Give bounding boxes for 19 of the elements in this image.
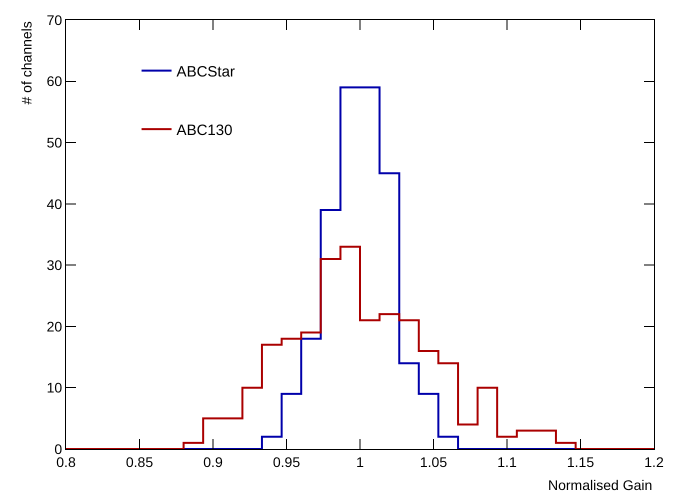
x-tick-label: 1.15 (566, 454, 594, 470)
x-tick-label: 1 (356, 454, 364, 470)
x-tick-label: 1.2 (644, 454, 664, 470)
x-tick-label: 1.05 (420, 454, 448, 470)
x-tick-label: 0.95 (272, 454, 300, 470)
y-tick-label: 70 (46, 12, 62, 28)
y-tick-label: 50 (46, 134, 62, 150)
x-axis-title: Normalised Gain (548, 477, 652, 491)
legend-label: ABCStar (176, 63, 235, 80)
y-tick-label: 60 (46, 73, 62, 90)
y-tick-label: 20 (46, 318, 62, 334)
x-tick-label: 0.85 (126, 454, 154, 470)
x-tick-label: 0.9 (203, 454, 223, 470)
x-tick-label: 1.1 (497, 454, 517, 470)
y-tick-label: 30 (46, 257, 62, 274)
y-tick-label: 40 (46, 196, 62, 212)
y-tick-label: 10 (46, 380, 62, 396)
y-axis-title: # of channels (18, 21, 34, 104)
legend-label: ABC130 (176, 122, 232, 139)
